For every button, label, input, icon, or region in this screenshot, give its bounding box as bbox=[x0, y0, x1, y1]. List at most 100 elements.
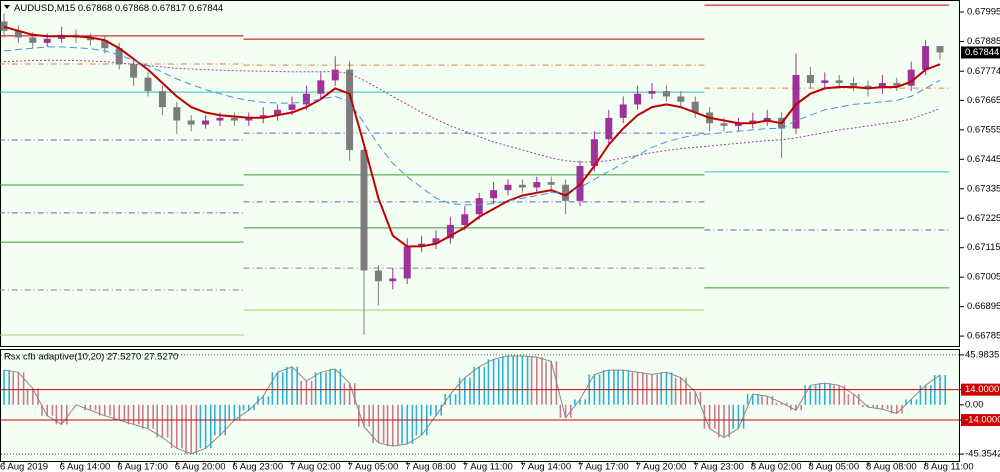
candle-body bbox=[446, 224, 454, 239]
candle-body bbox=[605, 117, 613, 140]
y-tick-label: 0.67445 bbox=[967, 154, 1000, 165]
histogram-bar bbox=[761, 396, 773, 405]
candle-body bbox=[878, 83, 886, 89]
histogram-bar bbox=[603, 370, 615, 405]
candle-body bbox=[533, 182, 541, 188]
y-tick-label: 0.66785 bbox=[967, 331, 1000, 342]
histogram-bar bbox=[185, 405, 197, 454]
close: 0.67844 bbox=[189, 3, 223, 14]
histogram-bar bbox=[531, 357, 543, 405]
histogram-bar bbox=[286, 367, 298, 405]
histogram-bar bbox=[372, 405, 384, 443]
candle-body bbox=[259, 115, 267, 118]
y-tick-label: -14.0000 bbox=[965, 415, 1000, 426]
candle-body bbox=[461, 214, 469, 225]
histogram-bar bbox=[617, 370, 629, 405]
x-tick-label: 8 Aug 08:00 bbox=[866, 462, 917, 472]
main-panel bbox=[0, 0, 960, 347]
candle-body bbox=[907, 69, 915, 86]
histogram-bar bbox=[718, 405, 730, 438]
histogram-bar bbox=[0, 370, 10, 405]
candle-body bbox=[792, 74, 800, 129]
menu-arrow bbox=[4, 5, 10, 9]
x-tick-label: 7 Aug 17:00 bbox=[578, 462, 629, 472]
histogram-bar bbox=[113, 405, 125, 420]
histogram-bar bbox=[271, 372, 283, 405]
histogram-bar bbox=[84, 405, 96, 410]
candle-body bbox=[490, 190, 498, 199]
histogram-bar bbox=[401, 405, 413, 444]
y-tick-label: 0.67335 bbox=[967, 183, 1000, 194]
histogram-bar bbox=[804, 385, 816, 405]
x-tick-label: 6 Aug 17:00 bbox=[117, 462, 168, 472]
oscillator-line bbox=[3, 355, 941, 455]
y-tick-label: 0.66895 bbox=[967, 301, 1000, 312]
candle-body bbox=[475, 198, 483, 215]
histogram-bar bbox=[487, 359, 499, 405]
histogram-bar bbox=[329, 369, 341, 405]
x-tick-label: 6 Aug 2019 bbox=[0, 462, 48, 472]
candle-body bbox=[763, 117, 771, 121]
candle-body bbox=[619, 104, 627, 118]
candle-body bbox=[821, 80, 829, 84]
chart-title: AUDUSD,M15 0.67868 0.67868 0.67817 0.678… bbox=[14, 3, 223, 14]
moving-average bbox=[3, 59, 941, 163]
candle-body bbox=[14, 30, 22, 38]
candle-body bbox=[317, 80, 325, 94]
y-tick-label: 0.67665 bbox=[967, 95, 1000, 106]
histogram-bar bbox=[127, 405, 139, 425]
histogram-bar bbox=[919, 385, 931, 405]
histogram-bar bbox=[142, 405, 154, 429]
candle-body bbox=[922, 46, 930, 70]
candle-body bbox=[360, 149, 368, 271]
current-price: 0.67844 bbox=[965, 47, 999, 58]
histogram-bar bbox=[228, 405, 240, 420]
high: 0.67868 bbox=[115, 3, 149, 14]
x-tick-label: 6 Aug 23:00 bbox=[232, 462, 283, 472]
histogram-bar bbox=[315, 372, 327, 405]
moving-average bbox=[3, 46, 941, 206]
moving-average bbox=[3, 25, 941, 248]
histogram-bar bbox=[574, 399, 586, 404]
candle-body bbox=[187, 120, 195, 125]
candle-body bbox=[173, 107, 181, 121]
y-tick-label: 0.67774 bbox=[967, 66, 1000, 77]
candle-body bbox=[691, 101, 699, 113]
candle-body bbox=[418, 243, 426, 247]
candle-body bbox=[389, 278, 397, 282]
y-tick-label: 0.67555 bbox=[967, 124, 1000, 135]
histogram-bar bbox=[199, 405, 211, 448]
candle-body bbox=[130, 64, 138, 78]
candle-body bbox=[547, 182, 555, 185]
candle-body bbox=[230, 117, 238, 121]
candle-body bbox=[590, 139, 598, 167]
candle-body bbox=[936, 46, 944, 53]
x-tick-label: 7 Aug 05:00 bbox=[348, 462, 399, 472]
candle-body bbox=[101, 40, 109, 49]
x-tick-label: 7 Aug 23:00 bbox=[693, 462, 744, 472]
low: 0.67817 bbox=[152, 3, 186, 14]
candle-body bbox=[864, 85, 872, 89]
y-tick-label: 0.67995 bbox=[967, 7, 1000, 18]
histogram-bar bbox=[156, 405, 168, 438]
candle-body bbox=[720, 123, 728, 126]
candle-body bbox=[302, 93, 310, 105]
candle-body bbox=[346, 69, 354, 150]
histogram-bar bbox=[473, 367, 485, 405]
candle-body bbox=[288, 104, 296, 110]
candle-body bbox=[158, 91, 166, 108]
candle-body bbox=[216, 117, 224, 121]
candle-body bbox=[144, 77, 152, 92]
y-tick-label: 0.67005 bbox=[967, 272, 1000, 283]
x-tick-label: 8 Aug 11:00 bbox=[924, 462, 974, 472]
x-tick-label: 8 Aug 05:00 bbox=[808, 462, 859, 472]
candle-body bbox=[648, 91, 656, 94]
symbol: AUDUSD,M15 bbox=[14, 3, 75, 14]
histogram-bar bbox=[300, 381, 312, 405]
candle-body bbox=[331, 69, 339, 81]
histogram-bar bbox=[387, 405, 399, 446]
open: 0.67868 bbox=[78, 3, 112, 14]
candle-body bbox=[0, 21, 8, 31]
